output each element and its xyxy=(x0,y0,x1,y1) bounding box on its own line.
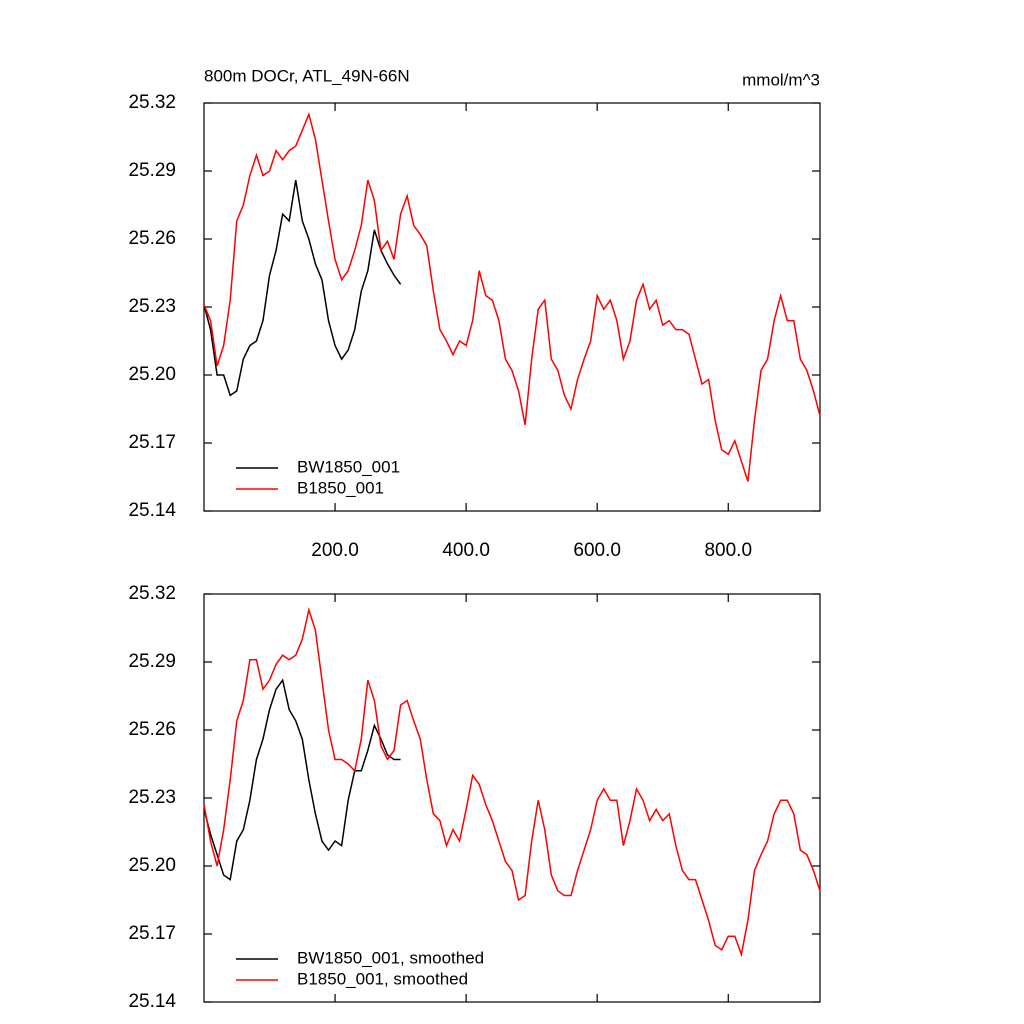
y-tick-label: 25.26 xyxy=(128,228,176,249)
y-tick-label: 25.29 xyxy=(128,651,176,672)
data-line xyxy=(203,607,821,958)
x-tick-label: 600.0 xyxy=(573,540,621,561)
y-tick-label: 25.17 xyxy=(128,432,176,453)
x-tick-label: 200.0 xyxy=(311,540,359,561)
y-tick-label: 25.17 xyxy=(128,923,176,944)
data-line xyxy=(203,179,402,397)
legend-label: BW1850_001, smoothed xyxy=(297,948,484,967)
x-tick-label: 800.0 xyxy=(704,540,752,561)
y-tick-label: 25.14 xyxy=(128,991,176,1012)
y-tick-label: 25.23 xyxy=(128,787,176,808)
legend-label: B1850_001 xyxy=(297,478,384,497)
legend-label: B1850_001, smoothed xyxy=(297,969,468,988)
data-line xyxy=(203,678,401,881)
data-line xyxy=(203,111,821,482)
chart-title: 800m DOCr, ATL_49N-66N xyxy=(204,66,410,85)
y-tick-label: 25.20 xyxy=(128,364,176,385)
y-tick-label: 25.14 xyxy=(128,500,176,521)
y-tick-label: 25.32 xyxy=(128,92,176,113)
y-tick-label: 25.26 xyxy=(128,719,176,740)
y-tick-label: 25.23 xyxy=(128,296,176,317)
y-tick-label: 25.32 xyxy=(128,583,176,604)
y-tick-label: 25.29 xyxy=(128,160,176,181)
plot-frame xyxy=(203,102,821,512)
legend-label: BW1850_001 xyxy=(297,457,400,476)
x-tick-label: 400.0 xyxy=(442,540,490,561)
units-label: mmol/m^3 xyxy=(742,70,820,89)
y-tick-label: 25.20 xyxy=(128,855,176,876)
